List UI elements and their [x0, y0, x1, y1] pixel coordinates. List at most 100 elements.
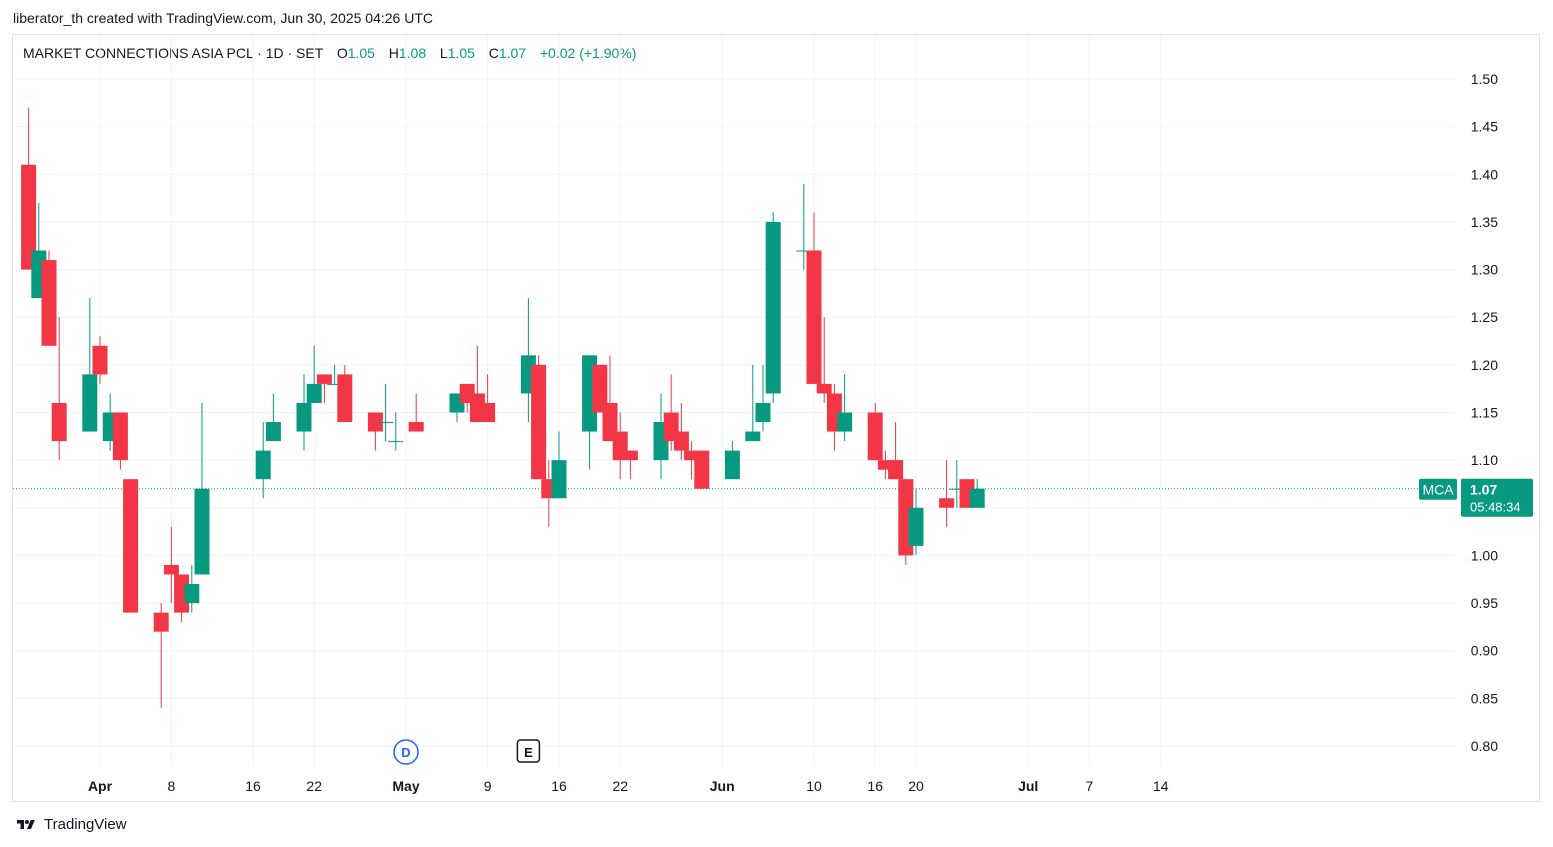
candle[interactable] — [796, 183, 812, 270]
candle-body — [388, 441, 404, 443]
candle-body — [337, 374, 353, 423]
candle-body — [378, 422, 394, 424]
price-tick-label: 0.80 — [1471, 738, 1498, 754]
candle-body — [408, 422, 424, 432]
candle[interactable] — [153, 603, 169, 708]
candle-body — [551, 460, 567, 499]
chart-attribution: liberator_th created with TradingView.co… — [13, 10, 433, 26]
candle[interactable] — [194, 402, 210, 575]
price-tick-label: 1.40 — [1471, 166, 1498, 182]
candle-body — [888, 460, 904, 480]
candle[interactable] — [806, 212, 822, 384]
price-tick-label: 1.10 — [1471, 452, 1498, 468]
candle[interactable] — [877, 450, 893, 480]
time-tick-label: 16 — [551, 778, 567, 794]
candle[interactable] — [265, 393, 281, 442]
chart-frame — [12, 34, 1540, 802]
time-tick-label: 8 — [168, 778, 176, 794]
time-tick-label: May — [392, 778, 419, 794]
candle[interactable] — [745, 364, 761, 442]
symbol-name[interactable]: MARKET CONNECTIONS ASIA PCL · 1D · SET — [23, 45, 324, 61]
candle[interactable] — [112, 412, 128, 470]
candle[interactable] — [765, 212, 781, 403]
candle[interactable] — [41, 250, 57, 346]
candle[interactable] — [837, 374, 853, 442]
candle[interactable] — [755, 364, 771, 432]
candle[interactable] — [327, 364, 343, 385]
candle[interactable] — [316, 374, 332, 403]
footer-brand[interactable]: TradingView — [13, 816, 127, 833]
candle-body — [806, 250, 822, 384]
candle[interactable] — [673, 402, 689, 461]
candle[interactable] — [408, 393, 424, 432]
candle-body — [327, 383, 343, 385]
earnings-marker-box — [516, 739, 541, 763]
candle[interactable] — [684, 441, 700, 480]
candle[interactable] — [92, 336, 108, 384]
candle[interactable] — [123, 479, 139, 613]
candle-body — [316, 374, 332, 384]
candle[interactable] — [378, 383, 394, 442]
candle[interactable] — [622, 450, 638, 480]
candle[interactable] — [21, 107, 37, 270]
countdown-label: 05:48:34 — [1470, 500, 1521, 515]
candlestick-series[interactable] — [21, 107, 985, 708]
candle[interactable] — [949, 460, 965, 508]
candle-body — [745, 431, 761, 442]
candle-body — [724, 450, 740, 480]
symbol-legend: MARKET CONNECTIONS ASIA PCL · 1D · SET O… — [23, 45, 636, 61]
candle-body — [867, 412, 883, 461]
candle-body — [92, 345, 108, 375]
time-tick-label: Jun — [710, 778, 735, 794]
candle[interactable] — [724, 441, 740, 480]
candle[interactable] — [255, 422, 271, 499]
candle[interactable] — [337, 364, 353, 423]
candle-body — [21, 164, 37, 270]
candle-body — [755, 402, 771, 423]
price-tick-label: 1.35 — [1471, 214, 1498, 230]
candle-body — [949, 488, 965, 490]
price-tick-label: 1.30 — [1471, 262, 1498, 278]
close-value: 1.07 — [498, 45, 527, 61]
open-value: 1.05 — [347, 45, 375, 61]
candle-body — [877, 460, 893, 470]
low-label: L — [439, 45, 448, 61]
candle[interactable] — [694, 450, 710, 489]
time-tick-label: 22 — [306, 778, 322, 794]
candle[interactable] — [592, 364, 608, 413]
dividend-marker[interactable]: D — [393, 739, 419, 765]
price-axis[interactable]: 0.800.850.900.951.001.051.101.151.201.25… — [1471, 71, 1498, 754]
candle[interactable] — [367, 412, 383, 451]
candle[interactable] — [480, 374, 496, 423]
candle[interactable] — [816, 317, 832, 403]
candle[interactable] — [388, 412, 404, 451]
candle[interactable] — [908, 488, 924, 556]
time-tick-label: 16 — [245, 778, 261, 794]
time-axis[interactable]: Apr 8 16 22 May 9 16 22 Jun 10 16 20 Jul 7 14 — [88, 778, 1169, 794]
candle[interactable] — [163, 526, 179, 604]
candle[interactable] — [969, 479, 985, 508]
candle[interactable] — [184, 564, 200, 613]
candle[interactable] — [888, 422, 904, 480]
candle[interactable] — [82, 298, 98, 432]
candle[interactable] — [306, 345, 322, 403]
candle-body — [684, 450, 700, 461]
candle[interactable] — [531, 355, 547, 480]
time-tick-label: 9 — [484, 778, 492, 794]
open-label: O — [336, 45, 348, 61]
candle[interactable] — [51, 317, 67, 461]
candle[interactable] — [939, 460, 955, 527]
candle[interactable] — [867, 402, 883, 461]
price-tick-label: 1.20 — [1471, 357, 1498, 373]
candle[interactable] — [551, 431, 567, 499]
price-tick-label: 1.50 — [1471, 71, 1498, 87]
price-badge — [1461, 478, 1533, 517]
earnings-marker[interactable]: E — [516, 739, 541, 763]
candle-body — [480, 402, 496, 423]
price-label: 1.07 — [1470, 482, 1497, 498]
candle[interactable] — [296, 374, 312, 451]
price-tick-label: 1.25 — [1471, 309, 1498, 325]
price-tick-label: 0.90 — [1471, 643, 1498, 659]
